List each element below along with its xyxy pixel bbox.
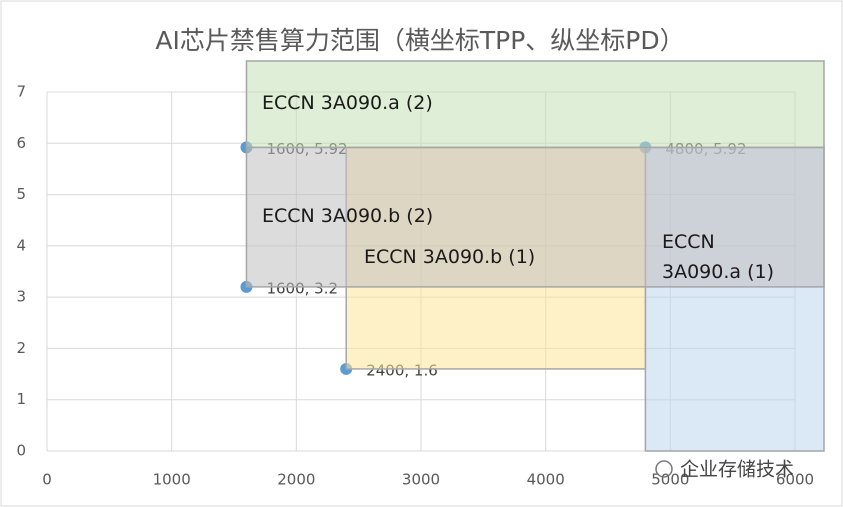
x-tick-label: 1000 — [153, 471, 191, 489]
watermark-icon — [655, 460, 673, 478]
region — [245, 60, 825, 149]
region-label: ECCN 3A090.a (1) — [662, 231, 774, 283]
watermark: 企业存储技术 — [680, 459, 794, 481]
y-tick-label: 6 — [16, 134, 26, 152]
region — [245, 146, 825, 288]
x-tick-label: 5000 — [651, 471, 689, 489]
chart-title: AI芯片禁售算力范围（横坐标TPP、纵坐标PD） — [155, 26, 684, 55]
x-tick-label: 0 — [42, 471, 52, 489]
x-tick-label: 4000 — [527, 471, 565, 489]
y-tick-label: 3 — [16, 288, 26, 306]
y-tick-label: 5 — [16, 185, 26, 203]
region-label: ECCN 3A090.a (2) — [262, 92, 433, 114]
y-tick-label: 7 — [16, 83, 26, 101]
y-tick-label: 2 — [16, 339, 26, 357]
region-label: ECCN 3A090.b (2) — [262, 205, 434, 227]
x-tick-label: 6000 — [776, 471, 814, 489]
x-tick-label: 2000 — [277, 471, 315, 489]
x-tick-label: 3000 — [402, 471, 440, 489]
y-tick-label: 1 — [16, 390, 26, 408]
y-tick-label: 4 — [16, 236, 26, 254]
region-label: ECCN 3A090.b (1) — [364, 246, 536, 268]
y-tick-label: 0 — [16, 442, 26, 460]
